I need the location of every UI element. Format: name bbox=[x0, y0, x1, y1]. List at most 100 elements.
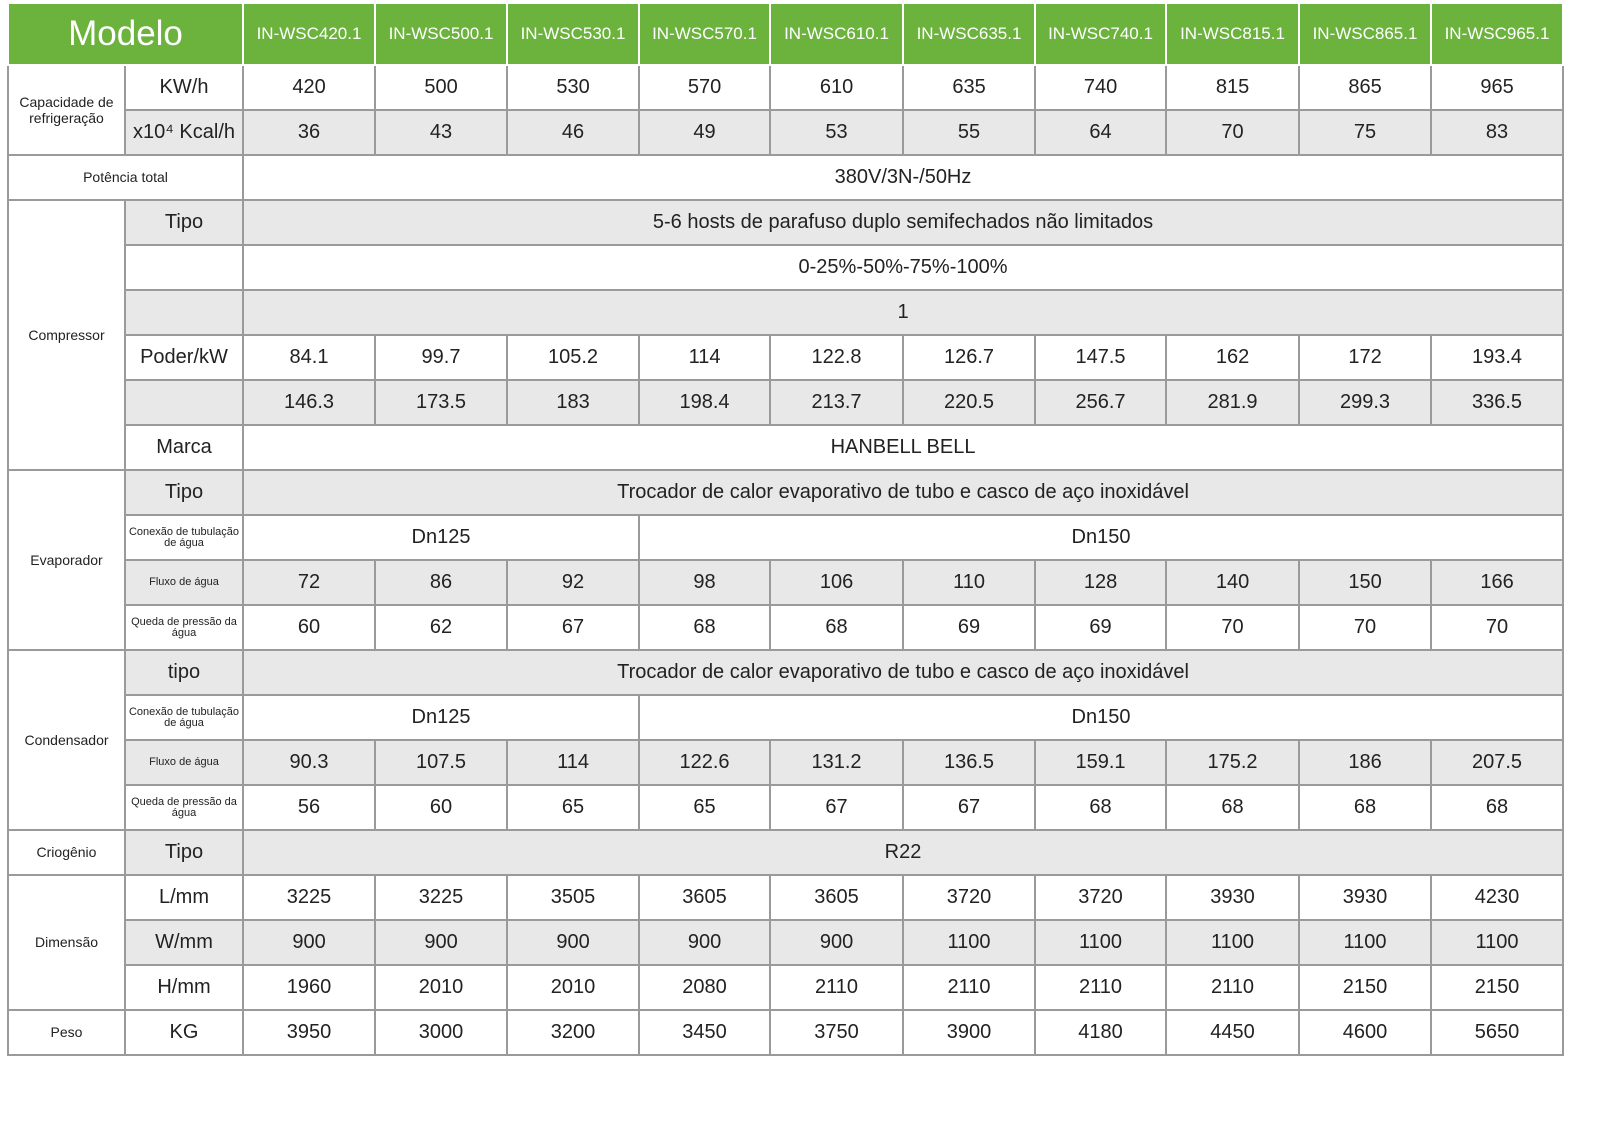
group-label: Capacidade de refrigeração bbox=[7, 64, 126, 156]
value-cell: 3225 bbox=[242, 874, 377, 921]
table-row: x10⁴ Kcal/h 36 43 46 49 53 55 64 70 75 83 bbox=[8, 109, 1565, 156]
row-label: Conexão de tubulação de água bbox=[123, 694, 245, 741]
row-label: Queda de pressão da água bbox=[123, 604, 245, 651]
row-label: KG bbox=[123, 1009, 245, 1056]
table-row: Compressor Tipo 5-6 hosts de parafuso dupl… bbox=[7, 199, 1565, 471]
row-label: H/mm bbox=[123, 964, 245, 1011]
row-label: Poder/kW bbox=[123, 334, 245, 381]
table-row: 146.3 173.5 183 198.4 213.7 220.5 256.7 281.9 29… bbox=[8, 379, 1565, 426]
value-cell: 72 bbox=[242, 559, 377, 606]
value-cell: 3450 bbox=[638, 1009, 772, 1056]
value-cell: 3950 bbox=[242, 1009, 377, 1056]
value-cell: 1100 bbox=[1298, 919, 1433, 966]
value-cell: 3605 bbox=[769, 874, 905, 921]
value-cell: 126.7 bbox=[902, 334, 1037, 381]
merged-value: 5-6 hosts de parafuso duplo semifechados… bbox=[242, 199, 1565, 246]
table-row: 0-25%-50%-75%-100% bbox=[8, 244, 1565, 291]
value-cell: 67 bbox=[506, 604, 641, 651]
group-label: Peso bbox=[7, 1009, 126, 1056]
table-row: Poder/kW 84.1 99.7 105.2 114 122.8 126.7 147.5 1… bbox=[8, 334, 1565, 381]
table-row: Conexão de tubulação de água Dn125 Dn150 bbox=[8, 694, 1565, 741]
value-cell: 140 bbox=[1165, 559, 1301, 606]
table-row: Fluxo de água 90.3 107.5 114 122.6 131.2 136.5… bbox=[8, 739, 1565, 786]
value-cell: 69 bbox=[902, 604, 1037, 651]
value-cell: 815 bbox=[1165, 64, 1301, 111]
value-cell: 420 bbox=[242, 64, 377, 111]
group-label: Criogênio bbox=[7, 829, 126, 876]
value-cell: 56 bbox=[242, 784, 377, 831]
table-row: Marca HANBELL BELL bbox=[8, 424, 1565, 471]
row-label: x10⁴ Kcal/h bbox=[123, 109, 245, 156]
value-cell: 2080 bbox=[638, 964, 772, 1011]
value-cell: 114 bbox=[506, 739, 641, 786]
table-row: 1 bbox=[8, 289, 1565, 336]
value-cell: 4230 bbox=[1430, 874, 1565, 921]
table-row: Potência total 380V/3N-/50Hz bbox=[6, 154, 1565, 201]
value-cell: 193.4 bbox=[1430, 334, 1565, 381]
value-cell: 131.2 bbox=[769, 739, 905, 786]
model-header: IN-WSC635.1 bbox=[902, 4, 1037, 66]
group-label: Compressor bbox=[7, 199, 126, 471]
value-cell: 3200 bbox=[506, 1009, 641, 1056]
row-label: Fluxo de água bbox=[123, 559, 245, 606]
value-cell: 900 bbox=[242, 919, 377, 966]
value-cell: 2010 bbox=[506, 964, 641, 1011]
model-header: IN-WSC965.1 bbox=[1430, 4, 1565, 66]
value-cell: 3720 bbox=[1034, 874, 1168, 921]
merged-value: Trocador de calor evaporativo de tubo e … bbox=[242, 469, 1565, 516]
value-cell: 166 bbox=[1430, 559, 1565, 606]
value-cell: 3900 bbox=[902, 1009, 1037, 1056]
table-row: H/mm 1960 2010 2010 2080 2110 2110 2110 2110 2150… bbox=[8, 964, 1565, 1011]
row-label: Fluxo de água bbox=[123, 739, 245, 786]
value-cell: 53 bbox=[769, 109, 905, 156]
value-cell: 530 bbox=[506, 64, 641, 111]
value-cell: 90.3 bbox=[242, 739, 377, 786]
value-cell: 92 bbox=[506, 559, 641, 606]
value-cell: 2110 bbox=[902, 964, 1037, 1011]
value-cell: 43 bbox=[374, 109, 509, 156]
row-label: tipo bbox=[123, 649, 245, 696]
value-cell: 70 bbox=[1165, 109, 1301, 156]
value-cell: 3720 bbox=[902, 874, 1037, 921]
value-cell: 3930 bbox=[1298, 874, 1433, 921]
group-label: Condensador bbox=[7, 649, 126, 831]
value-cell: 1960 bbox=[242, 964, 377, 1011]
value-cell: 172 bbox=[1298, 334, 1433, 381]
table-row: Peso KG 3950 3000 3200 3450 3750 3900 4180 4450 46… bbox=[7, 1009, 1565, 1056]
value-cell: 60 bbox=[242, 604, 377, 651]
merged-value: R22 bbox=[242, 829, 1565, 876]
value-cell: 60 bbox=[374, 784, 509, 831]
value-cell: 2150 bbox=[1298, 964, 1433, 1011]
value-cell: 865 bbox=[1298, 64, 1433, 111]
value-cell: 68 bbox=[769, 604, 905, 651]
value-cell: 136.5 bbox=[902, 739, 1037, 786]
value-cell: 147.5 bbox=[1034, 334, 1168, 381]
value-cell: 146.3 bbox=[242, 379, 377, 426]
table-row: Condensador tipo Trocador de calor evapora… bbox=[7, 649, 1565, 831]
value-cell: 281.9 bbox=[1165, 379, 1301, 426]
value-cell: 122.8 bbox=[769, 334, 905, 381]
merged-value: Trocador de calor evaporativo de tubo e … bbox=[242, 649, 1565, 696]
value-cell: 46 bbox=[506, 109, 641, 156]
table-row: Criogênio Tipo R22 bbox=[7, 829, 1565, 876]
value-cell: 107.5 bbox=[374, 739, 509, 786]
value-cell: 67 bbox=[769, 784, 905, 831]
value-cell: 186 bbox=[1298, 739, 1433, 786]
value-cell: 1100 bbox=[1165, 919, 1301, 966]
value-cell: 65 bbox=[638, 784, 772, 831]
value-cell: 99.7 bbox=[374, 334, 509, 381]
value-cell: 64 bbox=[1034, 109, 1168, 156]
value-cell: 3505 bbox=[506, 874, 641, 921]
group-label: Evaporador bbox=[7, 469, 126, 651]
value-cell: 3225 bbox=[374, 874, 509, 921]
value-cell: 2010 bbox=[374, 964, 509, 1011]
value-cell: 336.5 bbox=[1430, 379, 1565, 426]
value-cell: 500 bbox=[374, 64, 509, 111]
value-cell: 110 bbox=[902, 559, 1037, 606]
row-label: Tipo bbox=[123, 199, 245, 246]
value-cell: 62 bbox=[374, 604, 509, 651]
value-cell: 98 bbox=[638, 559, 772, 606]
table-row: Queda de pressão da água 56 60 65 65 67 67 68 68… bbox=[8, 784, 1565, 831]
table-row: Dimensão L/mm 3225 3225 3505 3605 3605 3720 3720… bbox=[7, 874, 1565, 1011]
row-label: L/mm bbox=[123, 874, 245, 921]
